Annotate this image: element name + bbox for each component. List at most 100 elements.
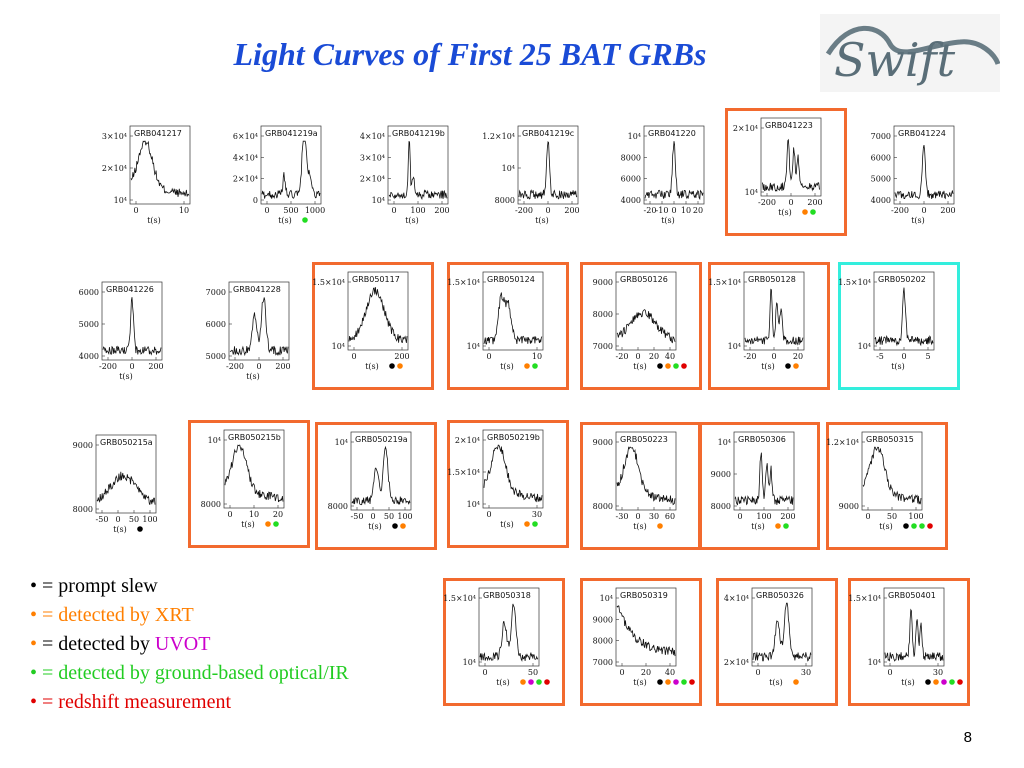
x-tick-label: 30 (649, 512, 659, 521)
x-tick-label: 0 (482, 668, 487, 677)
y-tick-label: 8000 (328, 502, 348, 511)
y-tick-label: 2×10⁴ (455, 436, 480, 445)
x-axis-label: t(s) (535, 216, 549, 225)
x-tick-label: -5 (876, 352, 884, 361)
x-tick-label: 100 (142, 515, 157, 524)
x-tick-label: -20 (644, 206, 657, 215)
y-tick-label: 0 (253, 196, 258, 205)
y-tick-label: 8000 (495, 196, 515, 205)
y-tick-label: 6000 (871, 153, 891, 162)
highlight-frame (580, 578, 702, 706)
status-dot-redshift (544, 679, 550, 685)
x-axis-label: t(s) (769, 678, 783, 687)
x-tick-label: 100 (397, 512, 412, 521)
status-dot-optical (273, 521, 279, 527)
x-tick-label: 0 (635, 352, 640, 361)
status-dot-prompt_slew (392, 523, 398, 529)
x-axis-label: t(s) (368, 522, 382, 531)
status-dot-optical (810, 209, 816, 215)
x-axis-label: t(s) (633, 362, 647, 371)
x-tick-label: 0 (133, 206, 138, 215)
y-tick-label: 8000 (201, 500, 221, 509)
light-curve-plot: GRB050219b 10⁴ 1.5×10⁴ 2×10⁴ 0 30 t(s) (447, 429, 544, 529)
light-curve-GRB050223: GRB050223 8000 9000 -30 0 30 60 t(s) (580, 422, 702, 550)
x-axis-label: t(s) (365, 362, 379, 371)
plot-frame (347, 271, 409, 351)
plot-frame (751, 587, 813, 667)
y-tick-label: 10⁴ (332, 342, 345, 351)
y-tick-label: 5000 (79, 320, 99, 329)
legend-prompt-slew: • = prompt slew (30, 575, 158, 597)
light-curve-plot: GRB041220 4000 6000 8000 10⁴ -20 -10 0 10 20 t(s) (621, 125, 705, 225)
light-curve-GRB050326: GRB050326 2×10⁴ 4×10⁴ 0 30 t(s) (716, 578, 838, 706)
status-dot-prompt_slew (903, 523, 909, 529)
x-tick-label: 0 (901, 352, 906, 361)
light-curve-plot: GRB041226 4000 5000 6000 -200 0 200 t(s) (79, 281, 164, 381)
light-curve-line (894, 145, 954, 200)
light-curve-plot: GRB050326 2×10⁴ 4×10⁴ 0 30 t(s) (724, 587, 813, 687)
status-dot-xrt (665, 363, 671, 369)
x-tick-label: 100 (756, 512, 771, 521)
light-curve-line (862, 446, 922, 505)
y-tick-label: 10⁴ (745, 188, 758, 197)
status-dot-uvot (673, 679, 679, 685)
y-tick-label: 6000 (79, 288, 99, 297)
grb-name-label: GRB041219c (522, 129, 574, 138)
y-tick-label: 10⁴ (858, 342, 871, 351)
y-tick-label: 1.5×10⁴ (447, 468, 480, 477)
light-curve-plot: GRB050215a 8000 9000 -50 0 50 100 t(s) (73, 434, 158, 534)
status-dot-redshift (689, 679, 695, 685)
y-tick-label: 2×10⁴ (733, 124, 758, 133)
x-axis-label: t(s) (241, 520, 255, 529)
light-curve-plot: GRB041228 5000 6000 7000 -200 0 200 t(s) (206, 281, 291, 381)
x-tick-label: -50 (96, 515, 109, 524)
x-axis-label: t(s) (633, 678, 647, 687)
plot-frame (482, 271, 544, 351)
light-curve-GRB041224: GRB041224 4000 5000 6000 7000 -200 0 200 t(s) (858, 116, 980, 244)
status-dot-optical (532, 521, 538, 527)
y-tick-label: 10⁴ (208, 436, 221, 445)
y-tick-label: 8000 (593, 310, 613, 319)
y-tick-label: 10⁴ (335, 438, 348, 447)
highlight-frame (826, 422, 948, 550)
plot-frame (129, 125, 191, 205)
light-curve-GRB050117: GRB050117 10⁴ 1.5×10⁴ 0 200 t(s) (312, 262, 434, 390)
status-dot-xrt (657, 523, 663, 529)
status-dot-optical (302, 217, 308, 223)
x-tick-label: 40 (665, 668, 675, 677)
status-dot-optical (673, 363, 679, 369)
x-tick-label: 20 (793, 352, 803, 361)
x-tick-label: 0 (370, 512, 375, 521)
y-tick-label: 10⁴ (728, 342, 741, 351)
light-curve-line (744, 288, 804, 346)
y-tick-label: 8000 (593, 637, 613, 646)
status-dot-optical (949, 679, 955, 685)
light-curve-GRB050401: GRB050401 10⁴ 1.5×10⁴ 0 30 t(s) (848, 578, 970, 706)
light-curve-GRB041223: GRB041223 10⁴ 2×10⁴ -200 0 200 t(s) (725, 108, 847, 236)
light-curve-GRB041228: GRB041228 5000 6000 7000 -200 0 200 t(s) (193, 272, 315, 400)
x-tick-label: 0 (129, 362, 134, 371)
x-axis-label: t(s) (778, 208, 792, 217)
x-tick-label: 10 (179, 206, 189, 215)
x-tick-label: -30 (616, 512, 629, 521)
light-curve-line (351, 445, 411, 506)
y-tick-label: 7000 (593, 658, 613, 667)
legend-dot: • (30, 662, 43, 684)
x-axis-label: t(s) (751, 522, 765, 531)
light-curve-line (616, 605, 676, 657)
y-tick-label: 10⁴ (502, 164, 515, 173)
light-curve-plot: GRB050306 8000 9000 10⁴ 0 100 200 t(s) (711, 431, 796, 531)
grb-name-label: GRB041228 (233, 285, 281, 294)
light-curve-GRB050219b: GRB050219b 10⁴ 1.5×10⁴ 2×10⁴ 0 30 t(s) (447, 420, 569, 548)
x-tick-label: -200 (515, 206, 533, 215)
x-tick-label: 30 (933, 668, 943, 677)
light-curve-plot: GRB050401 10⁴ 1.5×10⁴ 0 30 t(s) (848, 587, 963, 687)
status-dot-xrt (265, 521, 271, 527)
x-tick-label: 1000 (305, 206, 325, 215)
highlight-frame (447, 262, 569, 390)
y-tick-label: 8000 (711, 502, 731, 511)
x-tick-label: 0 (486, 510, 491, 519)
y-tick-label: 6000 (206, 320, 226, 329)
x-tick-label: 60 (665, 512, 675, 521)
status-dot-uvot (528, 679, 534, 685)
